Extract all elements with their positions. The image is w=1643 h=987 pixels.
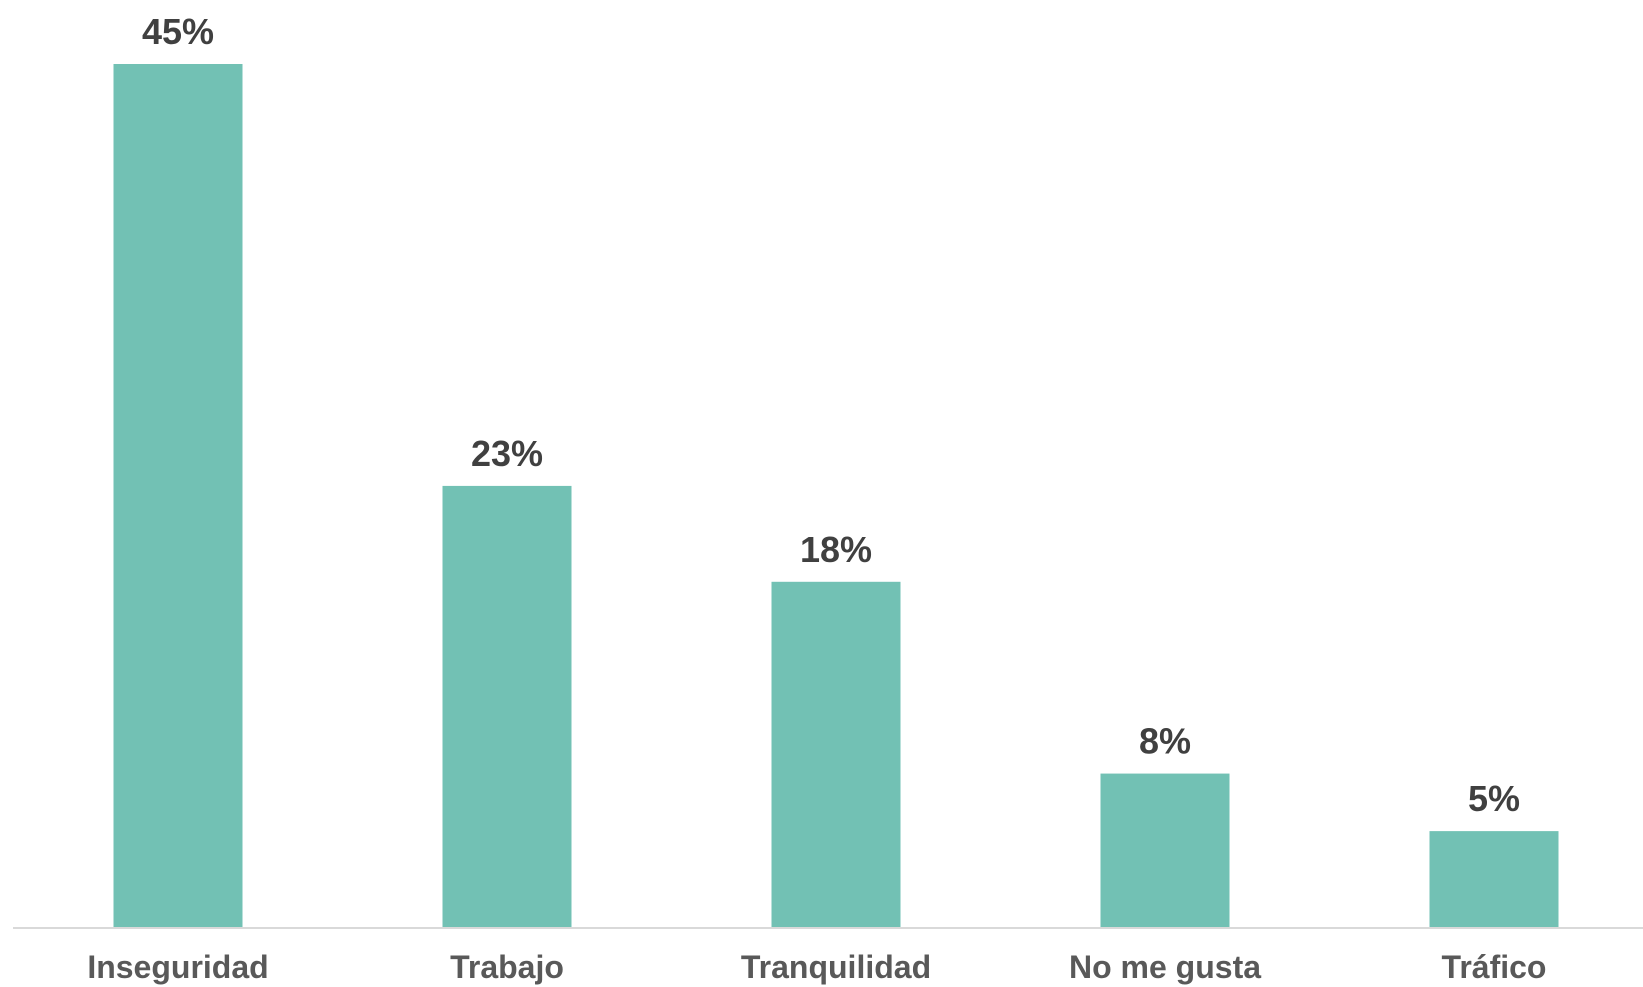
- data-label-inseguridad: 45%: [142, 11, 214, 52]
- bar-tranquilidad: [771, 581, 901, 927]
- category-label-trabajo: Trabajo: [450, 949, 564, 985]
- category-label-inseguridad: Inseguridad: [87, 949, 268, 985]
- category-label-tranquilidad: Tranquilidad: [741, 949, 931, 985]
- category-labels-group: Inseguridad Trabajo Tranquilidad No me gust…: [87, 949, 1546, 985]
- bar-no-me-gusta: [1100, 773, 1230, 927]
- bar-trabajo: [442, 485, 572, 927]
- value-labels-group: 45% 23% 18% 8% 5%: [142, 11, 1520, 819]
- category-label-no-me-gusta: No me gusta: [1069, 949, 1261, 985]
- data-label-no-me-gusta: 8%: [1139, 721, 1191, 762]
- data-label-trabajo: 23%: [471, 433, 543, 474]
- bars-group: [113, 64, 1559, 927]
- bar-trafico: [1429, 831, 1559, 927]
- bar-inseguridad: [113, 64, 243, 927]
- data-label-tranquilidad: 18%: [800, 529, 872, 570]
- category-label-trafico: Tráfico: [1442, 949, 1547, 985]
- data-label-trafico: 5%: [1468, 778, 1520, 819]
